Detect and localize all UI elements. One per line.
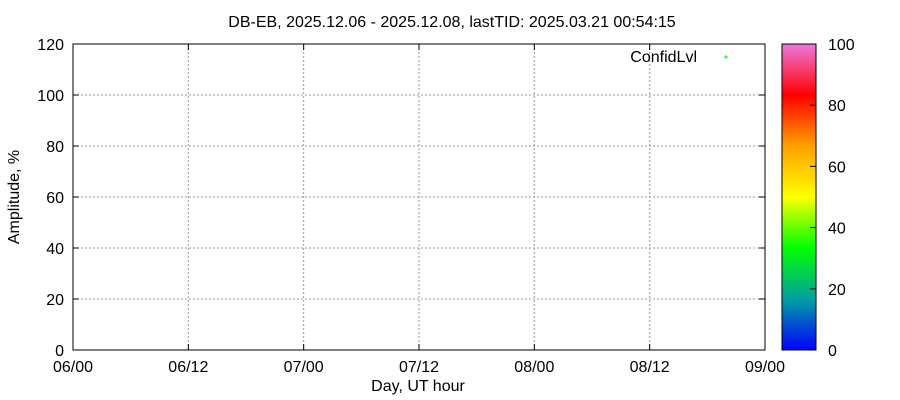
chart-title: DB-EB, 2025.12.06 - 2025.12.08, lastTID:… [228,14,676,31]
colorbar-tick-label: 80 [828,98,846,115]
y-tick-label: 60 [46,190,64,207]
legend-label: ConfidLvl [630,49,697,66]
x-tick-label: 09/00 [745,359,785,376]
x-tick-label: 07/00 [284,359,324,376]
x-tick-label: 08/00 [514,359,554,376]
y-tick-label: 40 [46,241,64,258]
y-tick-label: 0 [55,343,64,360]
y-tick-label: 80 [46,139,64,156]
colorbar-tick-label: 40 [828,221,846,238]
x-tick-label: 07/12 [399,359,439,376]
colorbar-tick-label: 60 [828,159,846,176]
colorbar-tick-label: 100 [828,37,855,54]
colorbar-tick-label: 20 [828,282,846,299]
y-tick-label: 20 [46,292,64,309]
y-tick-label: 100 [37,88,64,105]
colorbar-tick-label: 0 [828,343,837,360]
x-tick-label: 06/00 [53,359,93,376]
x-axis-label: Day, UT hour [371,378,465,395]
y-tick-label: 120 [37,37,64,54]
y-axis-label: Amplitude, % [6,150,23,244]
x-tick-label: 08/12 [630,359,670,376]
x-tick-label: 06/12 [168,359,208,376]
colorbar [781,43,817,351]
legend-marker [724,55,728,59]
